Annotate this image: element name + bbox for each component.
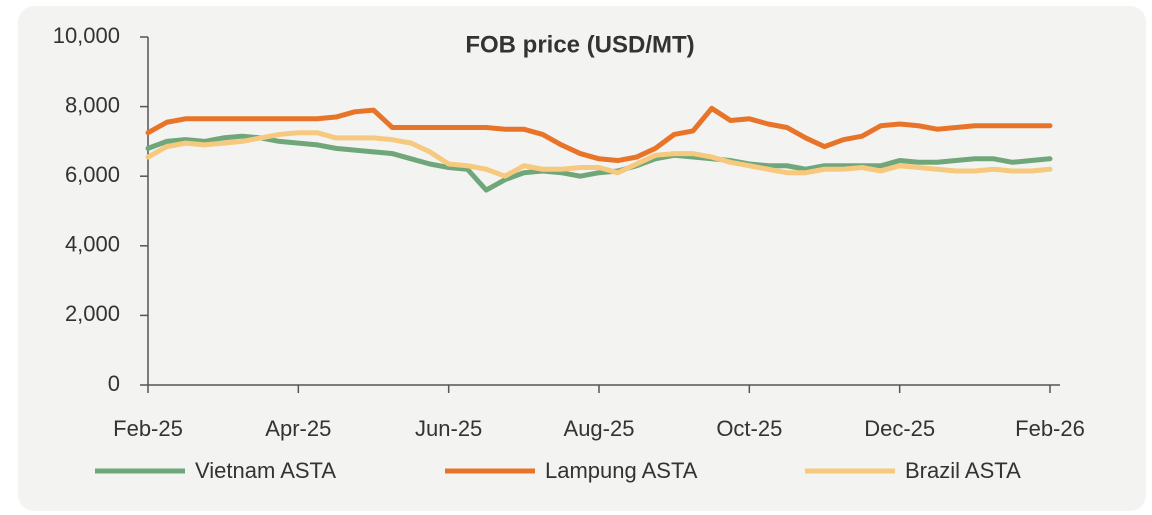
y-tick-label: 2,000 [65,301,120,326]
x-tick-label: Feb-25 [113,416,183,441]
y-tick-label: 0 [108,371,120,396]
legend-label: Vietnam ASTA [195,458,336,483]
legend-label: Brazil ASTA [905,458,1021,483]
x-tick-label: Dec-25 [864,416,935,441]
series-line [145,133,1053,193]
series-line [145,105,1053,164]
legend-label: Lampung ASTA [545,458,698,483]
x-tick-label: Apr-25 [265,416,331,441]
y-tick-label: 10,000 [53,23,120,48]
x-tick-label: Feb-26 [1015,416,1085,441]
x-tick-label: Oct-25 [716,416,782,441]
y-tick-label: 6,000 [65,162,120,187]
series-line [145,130,1053,179]
x-tick-label: Jun-25 [415,416,482,441]
chart-title: FOB price (USD/MT) [465,31,694,58]
y-tick-label: 8,000 [65,92,120,117]
y-tick-label: 4,000 [65,232,120,257]
x-tick-label: Aug-25 [564,416,635,441]
